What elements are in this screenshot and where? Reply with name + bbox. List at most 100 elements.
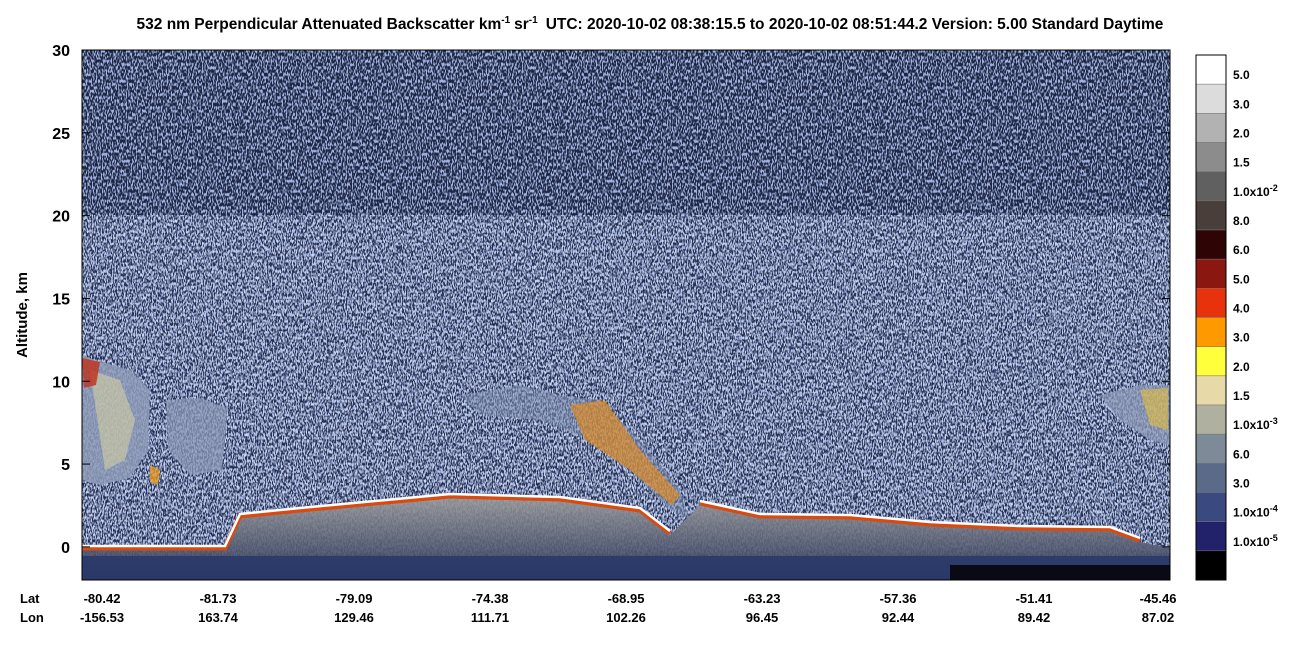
colorbar-label-text: 2.0 xyxy=(1233,360,1250,374)
colorbar-label-text: 3.0 xyxy=(1233,331,1250,345)
surface-return xyxy=(82,492,1141,548)
colorbar-label: 5.0 xyxy=(1233,272,1250,286)
y-tick-label: 10 xyxy=(52,374,70,391)
colorbar-label-text: 5.0 xyxy=(1233,272,1250,286)
x-tick-label: 96.45 xyxy=(746,610,779,625)
x-tick-label: -51.41 xyxy=(1016,591,1053,606)
cloud xyxy=(82,358,100,388)
y-tick-label: 30 xyxy=(52,43,70,60)
colorbar-label-text: 6.0 xyxy=(1233,447,1250,461)
y-tick-label: 5 xyxy=(61,457,70,474)
y-tick-label: 15 xyxy=(52,291,70,308)
x-tick-label: 111.71 xyxy=(471,610,509,625)
colorbar-label-text: 5.0 xyxy=(1233,68,1250,82)
colorbar-label: 5.0 xyxy=(1233,68,1250,82)
colorbar-label: 2.0 xyxy=(1233,360,1250,374)
colorbar-swatch xyxy=(1195,142,1227,172)
colorbar-label-text: 8.0 xyxy=(1233,214,1250,228)
colorbar-label-exponent: -3 xyxy=(1270,416,1278,426)
colorbar-label-exponent: -2 xyxy=(1270,183,1278,193)
colorbar-label: 1.0x10-2 xyxy=(1233,183,1278,199)
colorbar-swatch xyxy=(1195,346,1227,377)
colorbar-label: 3.0 xyxy=(1233,477,1250,491)
colorbar-label: 6.0 xyxy=(1233,447,1250,461)
colorbar-swatch xyxy=(1195,229,1227,260)
colorbar-label-text: 3.0 xyxy=(1233,477,1250,491)
colorbar-label-text: 2.0 xyxy=(1233,127,1250,141)
colorbar-frame xyxy=(1195,54,1227,581)
x-tick-label: -57.36 xyxy=(880,591,917,606)
x-tick-label: -63.23 xyxy=(744,591,781,606)
colorbar-label: 3.0 xyxy=(1233,331,1250,345)
colorbar-label: 1.0x10-3 xyxy=(1233,416,1278,432)
colorbar-swatch xyxy=(1195,492,1227,522)
colorbar-label: 1.5 xyxy=(1233,156,1250,170)
colorbar-swatch xyxy=(1195,288,1227,318)
cloud xyxy=(570,400,680,505)
colorbar-label: 1.0x10-4 xyxy=(1233,504,1278,520)
x-tick-label: 87.02 xyxy=(1142,610,1175,625)
x-tick-label: 89.42 xyxy=(1018,610,1051,625)
colorbar-label-text: 1.0x10 xyxy=(1233,418,1270,432)
noise xyxy=(82,215,1170,555)
x-row-name: Lat xyxy=(20,591,40,606)
cloud xyxy=(166,398,228,475)
title-part: sr xyxy=(514,16,529,33)
x-tick-label: -80.42 xyxy=(84,591,121,606)
colorbar-label: 8.0 xyxy=(1233,214,1250,228)
colorbar-swatch xyxy=(1195,258,1227,289)
colorbar-swatch xyxy=(1195,433,1227,464)
title-part: 532 nm Perpendicular Attenuated Backscat… xyxy=(137,16,502,33)
colorbar-label-text: 1.5 xyxy=(1233,156,1250,170)
colorbar-swatch xyxy=(1195,200,1227,231)
title-superscript: -1 xyxy=(501,15,510,26)
backscatter-image xyxy=(82,50,1170,580)
colorbar-swatch xyxy=(1195,317,1227,347)
colorbar-label-text: 1.5 xyxy=(1233,389,1250,403)
cloud xyxy=(1140,388,1168,430)
y-tick-label: 25 xyxy=(52,126,70,143)
x-tick-label: -79.09 xyxy=(336,591,373,606)
colorbar-label-text: 1.0x10 xyxy=(1233,506,1270,520)
colorbar-swatch xyxy=(1195,113,1227,143)
colorbar-swatch xyxy=(1195,463,1227,493)
cloud xyxy=(150,465,160,485)
x-tick-label: -68.95 xyxy=(608,591,645,606)
y-tick-label: 20 xyxy=(52,209,70,226)
colorbar-swatch xyxy=(1195,521,1227,552)
colorbar-swatch xyxy=(1195,375,1227,406)
colorbar-swatch xyxy=(1195,83,1227,114)
colorbar-label-exponent: -4 xyxy=(1270,504,1278,514)
cloud xyxy=(90,370,135,470)
colorbar-label-text: 4.0 xyxy=(1233,302,1250,316)
colorbar-swatch xyxy=(1195,404,1227,435)
title-superscript: -1 xyxy=(529,15,538,26)
x-row-name: Lon xyxy=(20,610,44,625)
colorbar-swatch xyxy=(1195,550,1227,581)
x-tick-label: 129.46 xyxy=(334,610,374,625)
x-tick-label: -156.53 xyxy=(80,610,124,625)
colorbar-label-text: 3.0 xyxy=(1233,97,1250,111)
x-tick-label: -74.38 xyxy=(472,591,509,606)
title-part: UTC: 2020-10-02 08:38:15.5 to 2020-10-02… xyxy=(546,16,1164,33)
chart-title: 532 nm Perpendicular Attenuated Backscat… xyxy=(137,15,1164,33)
colorbar-label-text: 1.0x10 xyxy=(1233,535,1270,549)
x-tick-label: -45.46 xyxy=(1140,591,1177,606)
colorbar-label: 1.5 xyxy=(1233,389,1250,403)
x-tick-label: 102.26 xyxy=(606,610,646,625)
x-tick-label: 92.44 xyxy=(882,610,915,625)
y-axis-label: Altitude, km xyxy=(14,272,31,358)
colorbar-label: 1.0x10-5 xyxy=(1233,533,1278,549)
colorbar-swatch xyxy=(1195,171,1227,202)
colorbar-label: 4.0 xyxy=(1233,302,1250,316)
colorbar-label-exponent: -5 xyxy=(1270,533,1278,543)
colorbar-label-text: 6.0 xyxy=(1233,243,1250,257)
colorbar-label: 2.0 xyxy=(1233,127,1250,141)
colorbar-label: 6.0 xyxy=(1233,243,1250,257)
below-ground xyxy=(950,565,1170,580)
colorbar-swatch xyxy=(1195,54,1227,85)
colorbar-label-text: 1.0x10 xyxy=(1233,185,1270,199)
x-tick-label: -81.73 xyxy=(200,591,237,606)
x-tick-label: 163.74 xyxy=(198,610,239,625)
